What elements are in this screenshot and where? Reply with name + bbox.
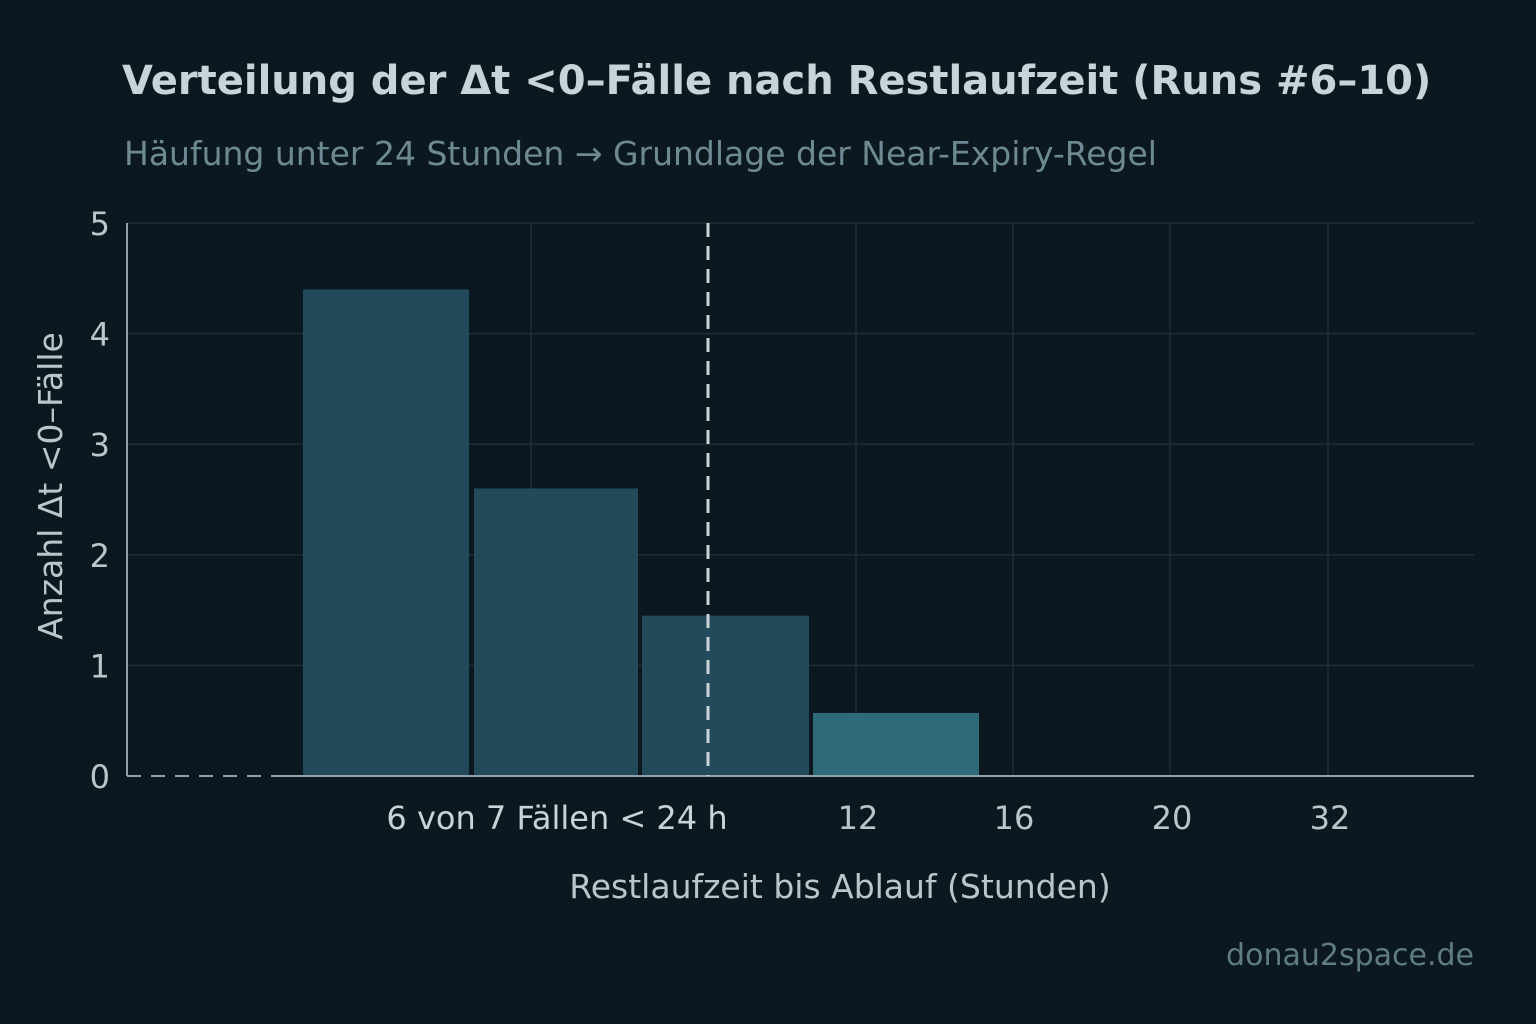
- y-tick-label: 0: [90, 758, 110, 796]
- x-tick-label: 32: [1310, 799, 1351, 837]
- bars: [303, 289, 979, 776]
- x-tick-label: 20: [1152, 799, 1193, 837]
- bar: [813, 712, 979, 776]
- x-tick-label: 12: [838, 799, 879, 837]
- y-tick-label: 2: [90, 537, 110, 575]
- bar: [642, 615, 809, 776]
- chart-subtitle: Häufung unter 24 Stunden → Grundlage der…: [124, 134, 1157, 173]
- x-axis-label: Restlaufzeit bis Ablauf (Stunden): [569, 867, 1110, 906]
- y-tick-label: 5: [90, 205, 110, 243]
- bar: [303, 289, 469, 776]
- x-tick-labels: 12 16 20 32: [838, 799, 1351, 837]
- y-axis-label: Anzahl Δt <0–Fälle: [31, 332, 70, 640]
- bar: [474, 488, 638, 776]
- chart-title: Verteilung der Δt <0–Fälle nach Restlauf…: [122, 58, 1432, 104]
- y-tick-label: 3: [90, 426, 110, 464]
- axes: [126, 223, 1474, 777]
- y-tick-label: 1: [90, 647, 110, 685]
- watermark: donau2space.de: [1226, 938, 1474, 973]
- x-tick-label: 16: [994, 799, 1035, 837]
- annotation-label: 6 von 7 Fällen < 24 h: [386, 799, 727, 837]
- y-tick-label: 4: [90, 316, 110, 354]
- y-tick-labels: 0 1 2 3 4 5: [90, 205, 110, 796]
